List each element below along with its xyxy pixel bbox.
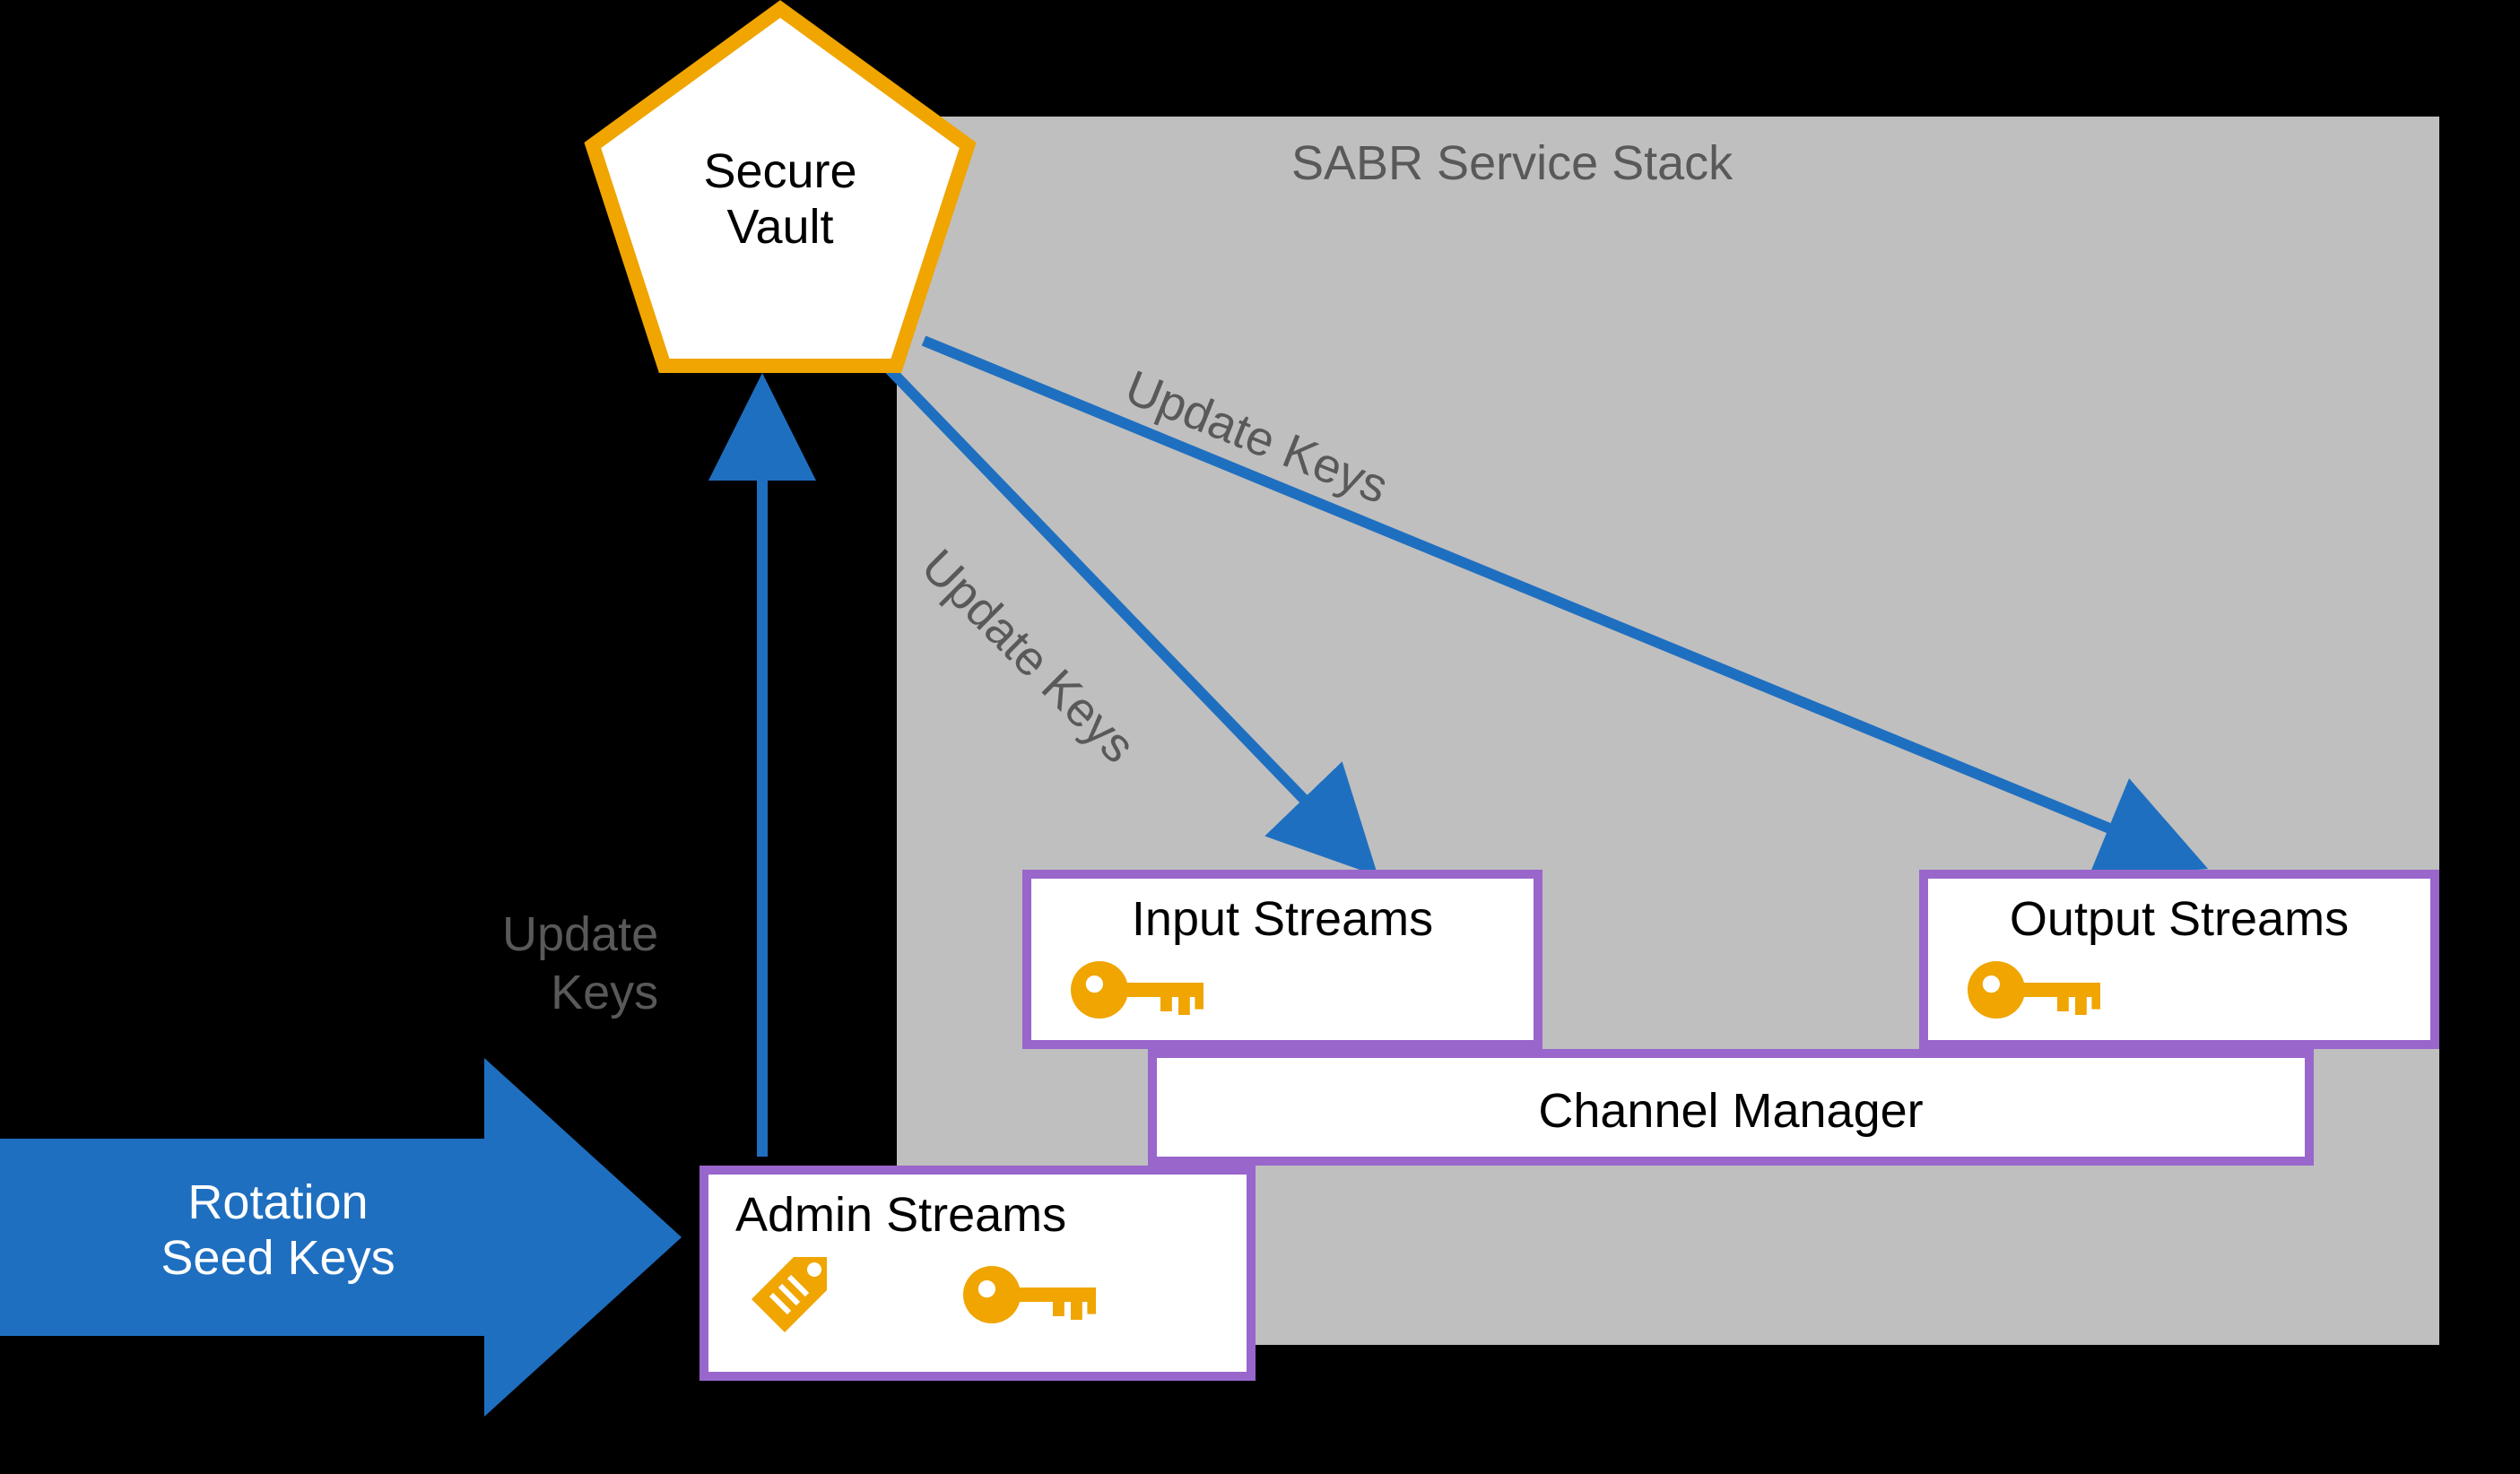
service-stack-label: SABR Service Stack	[1291, 134, 1733, 193]
output-streams-box: Output Streams	[1919, 870, 2439, 1049]
rotation-seed-keys-label: Rotation Seed Keys	[54, 1175, 502, 1286]
output-streams-label: Output Streams	[1928, 879, 2430, 947]
channel-manager-label: Channel Manager	[1157, 1058, 2305, 1139]
channel-manager-box: Channel Manager	[1148, 1049, 2314, 1166]
input-streams-label: Input Streams	[1031, 879, 1534, 947]
admin-streams-box: Admin Streams	[700, 1166, 1256, 1381]
key-icon	[1067, 954, 1211, 1026]
secure-vault-label: Secure Vault	[655, 143, 906, 255]
edge-label-admin_to_vault: Update Keys	[502, 906, 658, 1022]
key-icon	[1964, 954, 2107, 1026]
admin-streams-label: Admin Streams	[708, 1175, 1247, 1243]
tag-icon	[744, 1250, 834, 1340]
input-streams-box: Input Streams	[1022, 870, 1542, 1049]
diagram-stage: SABR Service Stack Secure Vault Input St…	[0, 0, 2520, 1474]
key-icon	[960, 1259, 1103, 1331]
